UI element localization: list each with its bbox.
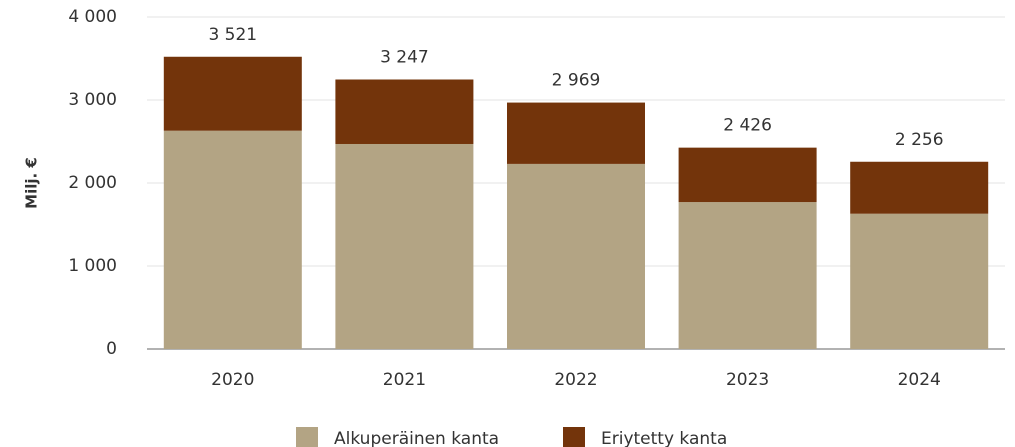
bar-segment [163,130,302,349]
y-tick-label: 0 [106,339,117,359]
total-label: 2 426 [723,116,772,136]
x-tick-label: 2021 [383,370,426,390]
legend-label: Alkuperäinen kanta [334,429,499,447]
x-tick-label: 2022 [554,370,597,390]
bar-segment [163,56,302,131]
bar-segment [850,161,989,214]
legend-label: Eriytetty kanta [601,429,727,447]
bar-segment [335,79,474,144]
bar-segment [678,147,817,203]
y-tick-label: 1 000 [68,256,117,276]
y-tick-label: 2 000 [68,173,117,193]
bar-segment [507,102,645,164]
y-tick-label: 4 000 [68,7,117,27]
total-label: 2 969 [552,71,601,91]
y-tick-label: 3 000 [68,90,117,110]
total-label: 3 521 [208,25,257,45]
total-label: 2 256 [895,130,944,150]
bar-segment [335,143,474,349]
legend-swatch [296,427,318,447]
y-axis-label: Milj. € [23,157,41,209]
x-tick-label: 2024 [898,370,941,390]
bar-segment [850,213,989,349]
bar-segment [678,202,817,349]
x-tick-label: 2023 [726,370,769,390]
x-tick-label: 2020 [211,370,254,390]
legend-swatch [563,427,585,447]
total-label: 3 247 [380,47,429,67]
bar-segment [507,163,645,349]
